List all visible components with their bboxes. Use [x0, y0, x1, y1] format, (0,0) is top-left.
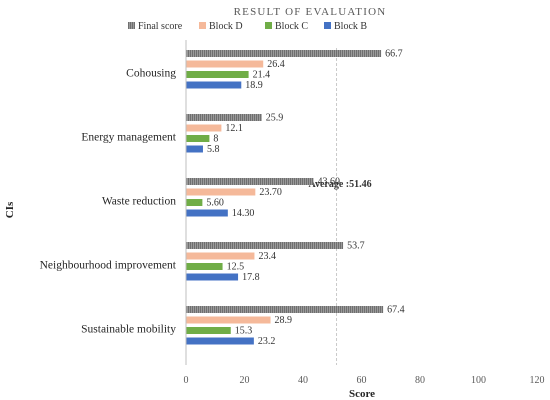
value-label-1-2: 8: [213, 134, 218, 145]
legend-swatch-3: [324, 22, 331, 29]
bar-3-3: [186, 273, 239, 281]
bar-3-1: [186, 252, 255, 260]
value-label-2-2: 5.60: [206, 198, 224, 209]
x-tick-5: 100: [471, 375, 486, 386]
x-tick-2: 40: [298, 375, 308, 386]
bar-0-0: [186, 50, 382, 57]
bar-0-3: [186, 81, 242, 89]
category-label-2: Waste reduction: [102, 196, 176, 208]
value-label-2-1: 23.70: [259, 187, 282, 198]
average-label: Average :51.46: [309, 179, 372, 190]
bar-4-1: [186, 316, 271, 324]
value-label-2-3: 14.30: [232, 208, 255, 219]
category-label-0: Cohousing: [126, 68, 176, 80]
legend: Final score Block D Block C Block B: [128, 21, 367, 32]
value-label-0-3: 18.9: [245, 80, 263, 91]
bar-4-0: [186, 306, 384, 313]
average-reference: Average :51.46: [309, 48, 372, 365]
bar-1-3: [186, 145, 203, 153]
value-label-2-0: 43.60: [318, 177, 341, 188]
value-label-4-0: 67.4: [387, 305, 405, 316]
value-label-4-3: 23.2: [258, 336, 276, 347]
x-tick-6: 120: [530, 375, 545, 386]
value-label-1-0: 25.9: [266, 113, 284, 124]
bar-1-0: [186, 114, 262, 121]
bar-2-3: [186, 209, 228, 217]
value-label-1-3: 5.8: [207, 144, 220, 155]
category-label-4: Sustainable mobility: [81, 324, 176, 336]
bar-4-3: [186, 337, 254, 345]
y-axis-label: CIs: [4, 201, 16, 218]
chart-title: RESULT OF EVALUATION: [234, 6, 387, 18]
value-label-1-1: 12.1: [225, 123, 243, 134]
bar-1-2: [186, 135, 210, 142]
legend-swatch-2: [265, 22, 272, 29]
legend-swatch-0: [128, 22, 135, 29]
x-axis-label: Score: [349, 388, 375, 400]
bar-1-1: [186, 124, 222, 132]
value-label-0-1: 26.4: [267, 59, 285, 70]
value-label-3-2: 12.5: [227, 262, 245, 273]
x-tick-1: 20: [240, 375, 250, 386]
bar-0-1: [186, 60, 264, 68]
category-label-3: Neighbourhood improvement: [40, 260, 177, 272]
bar-0-2: [186, 71, 249, 78]
x-tick-3: 60: [357, 375, 367, 386]
legend-label-0: Final score: [138, 21, 183, 32]
x-tick-4: 80: [415, 375, 425, 386]
bar-3-2: [186, 263, 223, 270]
x-tick-labels: 0 20 40 60 80 100 120: [184, 375, 545, 386]
x-tick-0: 0: [184, 375, 189, 386]
value-label-3-0: 53.7: [347, 241, 365, 252]
value-label-4-1: 28.9: [275, 315, 293, 326]
bar-2-1: [186, 188, 256, 196]
bar-2-0: [186, 178, 314, 185]
value-labels: 66.7 26.421.418.9 25.9 12.1 85.8 43.60 23.70 5.…: [206, 49, 404, 348]
category-labels: Cohousing Energy management Waste reductio…: [40, 68, 177, 336]
value-label-4-2: 15.3: [235, 326, 253, 337]
value-label-0-0: 66.7: [385, 49, 403, 60]
bar-4-2: [186, 327, 231, 334]
value-label-0-2: 21.4: [253, 70, 271, 81]
legend-label-2: Block C: [275, 21, 308, 32]
category-label-1: Energy management: [81, 132, 176, 144]
bars: [186, 50, 384, 345]
legend-label-3: Block B: [334, 21, 367, 32]
legend-swatch-1: [199, 22, 206, 29]
legend-label-1: Block D: [209, 21, 243, 32]
bar-2-2: [186, 199, 203, 206]
value-label-3-1: 23.4: [258, 251, 276, 262]
value-label-3-3: 17.8: [242, 272, 260, 283]
bar-3-0: [186, 242, 344, 249]
